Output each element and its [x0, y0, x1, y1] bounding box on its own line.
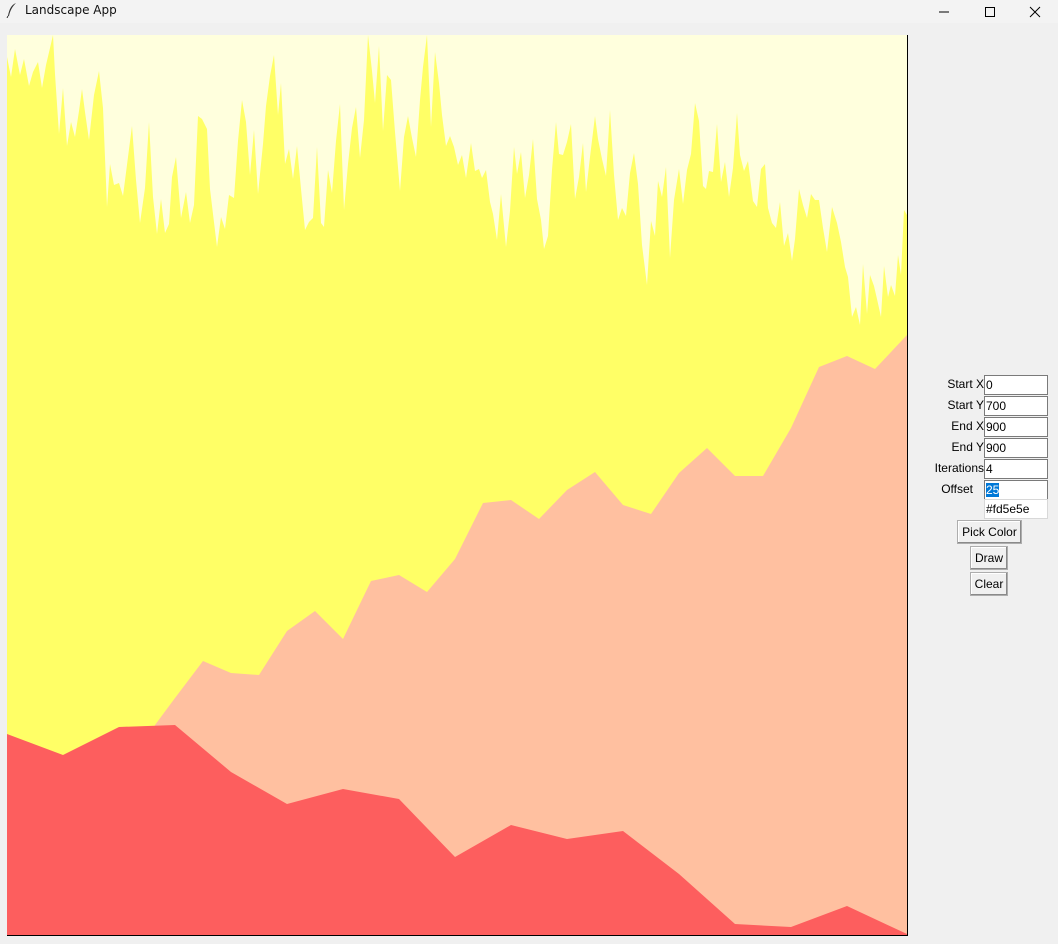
- window-title: Landscape App: [25, 3, 117, 17]
- start-y-input[interactable]: [984, 396, 1048, 416]
- end-y-input[interactable]: [984, 438, 1048, 458]
- iterations-input[interactable]: [984, 459, 1048, 479]
- start-y-row: Start Y: [920, 394, 1058, 416]
- start-x-label: Start X: [947, 377, 984, 391]
- feather-icon: [6, 3, 16, 18]
- end-x-input[interactable]: [984, 417, 1048, 437]
- draw-button[interactable]: Draw: [970, 546, 1008, 570]
- clear-button[interactable]: Clear: [970, 572, 1008, 596]
- start-x-row: Start X: [920, 373, 1058, 395]
- maximize-button[interactable]: [967, 0, 1013, 23]
- offset-input[interactable]: 25: [984, 480, 1048, 500]
- iterations-label: Iterations: [934, 461, 984, 475]
- maximize-icon: [985, 6, 995, 17]
- title-bar: Landscape App: [0, 0, 1058, 23]
- end-y-label: End Y: [951, 440, 984, 454]
- red-mountain-layer: [7, 725, 907, 935]
- minimize-icon: [939, 11, 949, 12]
- pick-color-button[interactable]: Pick Color: [957, 520, 1022, 544]
- minimize-button[interactable]: [921, 0, 967, 23]
- close-icon: [1029, 6, 1041, 17]
- end-x-row: End X: [920, 415, 1058, 437]
- end-y-row: End Y: [920, 436, 1058, 458]
- offset-value-selected: 25: [986, 483, 1000, 497]
- start-x-input[interactable]: [984, 375, 1048, 395]
- drawing-canvas[interactable]: [7, 35, 908, 936]
- offset-label: Offset: [941, 482, 973, 496]
- close-button[interactable]: [1012, 0, 1058, 23]
- offset-row: Offset 25: [920, 478, 1058, 500]
- iterations-row: Iterations: [920, 457, 1058, 479]
- start-y-label: Start Y: [947, 398, 984, 412]
- color-value-field[interactable]: #fd5e5e: [984, 499, 1048, 519]
- control-panel: Start X Start Y End X End Y Iterations O…: [920, 373, 1058, 603]
- end-x-label: End X: [951, 419, 984, 433]
